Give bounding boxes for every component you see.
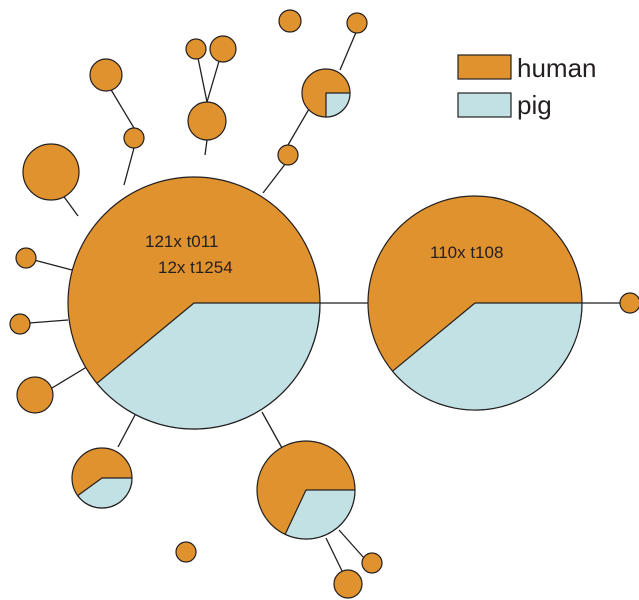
- node-second-label: 110x t108: [430, 243, 503, 262]
- edge-main-bottom-left: [51, 364, 91, 389]
- edge-pie-lower-small2: [338, 529, 365, 559]
- node-bottom-small: [361, 552, 383, 574]
- edge-main-pie-lower-left: [117, 414, 136, 448]
- node-top-small-1: [185, 38, 207, 60]
- legend-label-human: human: [517, 53, 597, 83]
- legend-swatch-pig: [457, 92, 512, 118]
- node-isolated-bottom: [175, 541, 197, 563]
- node-upper-mixed-pig-wedge: [325, 92, 351, 118]
- edge-main-mid-top: [204, 139, 208, 156]
- node-lower-left-mixed: [71, 447, 133, 509]
- node-lower-right-mixed: [256, 440, 356, 540]
- node-main-pig-wedge: [96, 302, 321, 430]
- node-lower-left-mixed-pig-wedge: [77, 477, 133, 509]
- node-small-top-1: [123, 127, 145, 149]
- node-large-left: [22, 143, 80, 201]
- node-top-medium-2: [209, 35, 237, 63]
- node-top-left-medium: [89, 58, 123, 92]
- edge-mid-top-small1: [197, 57, 208, 103]
- edge-main-small-left2: [28, 319, 69, 324]
- node-second-pig-wedge: [391, 302, 583, 411]
- edge-pie-upper-small: [339, 29, 358, 71]
- node-small-right-of-main: [277, 144, 299, 166]
- edge-main-pie-lower-right: [261, 411, 283, 449]
- node-main-label-line1: 121x t011: [145, 232, 218, 251]
- legend-label-pig: pig: [517, 90, 552, 120]
- node-small-left-1: [15, 247, 37, 269]
- node-right-end: [619, 292, 639, 314]
- edge-main-small-top1: [123, 147, 135, 186]
- legend-swatch-human: [457, 54, 512, 80]
- edge-main-small-right: [262, 162, 287, 194]
- edge-main-small-left1: [33, 259, 73, 271]
- node-bottom-left: [16, 376, 54, 414]
- node-top-small-4: [346, 12, 368, 34]
- node-second: 110x t108: [367, 195, 583, 411]
- node-bottom-medium: [333, 569, 363, 599]
- node-mid-top: [187, 101, 227, 141]
- node-main: 121x t011 12x t1254: [67, 176, 321, 430]
- node-top-small-3: [278, 9, 302, 33]
- node-main-label-line2: 12x t1254: [158, 258, 233, 277]
- edge-pie-lower-small1: [325, 537, 344, 574]
- node-small-left-2: [9, 313, 31, 335]
- node-lower-right-mixed-pig-wedge: [284, 489, 356, 540]
- node-upper-mixed: [301, 68, 351, 118]
- human-only-nodes: [9, 9, 639, 599]
- edge-main-large-left: [61, 193, 79, 217]
- legend: human pig: [457, 53, 597, 120]
